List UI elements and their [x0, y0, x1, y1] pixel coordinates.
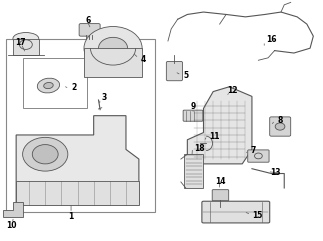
- Circle shape: [275, 123, 285, 130]
- FancyBboxPatch shape: [202, 201, 270, 223]
- Bar: [6, 39, 155, 212]
- Ellipse shape: [99, 37, 128, 59]
- Circle shape: [23, 137, 68, 171]
- Text: 1: 1: [68, 212, 74, 221]
- Text: 8: 8: [277, 116, 283, 125]
- Polygon shape: [16, 116, 139, 205]
- Bar: [23, 58, 87, 108]
- Bar: [84, 48, 142, 77]
- Circle shape: [32, 145, 58, 164]
- Text: 14: 14: [215, 177, 225, 187]
- FancyBboxPatch shape: [270, 117, 291, 136]
- Polygon shape: [3, 202, 23, 217]
- Text: 15: 15: [253, 211, 263, 220]
- Ellipse shape: [44, 82, 53, 89]
- FancyBboxPatch shape: [166, 61, 182, 81]
- Text: 2: 2: [71, 83, 76, 93]
- Text: 7: 7: [250, 146, 256, 155]
- Text: 6: 6: [85, 16, 90, 25]
- Text: 3: 3: [102, 93, 107, 102]
- Text: 10: 10: [6, 221, 16, 230]
- Text: 4: 4: [141, 54, 146, 64]
- Bar: [184, 154, 203, 188]
- Text: 16: 16: [266, 35, 277, 44]
- Polygon shape: [187, 87, 252, 164]
- FancyBboxPatch shape: [183, 110, 203, 121]
- Ellipse shape: [37, 78, 59, 93]
- Text: 9: 9: [191, 102, 196, 111]
- Bar: [16, 181, 139, 205]
- Text: 13: 13: [270, 168, 280, 177]
- Text: 5: 5: [183, 71, 189, 80]
- Text: 11: 11: [209, 132, 220, 141]
- Text: 18: 18: [194, 144, 205, 153]
- Text: 12: 12: [227, 86, 238, 95]
- Ellipse shape: [84, 27, 142, 70]
- FancyBboxPatch shape: [79, 24, 100, 36]
- FancyBboxPatch shape: [212, 190, 229, 201]
- Text: 17: 17: [15, 38, 25, 47]
- Bar: [13, 39, 39, 55]
- FancyBboxPatch shape: [248, 150, 269, 162]
- Ellipse shape: [13, 33, 39, 45]
